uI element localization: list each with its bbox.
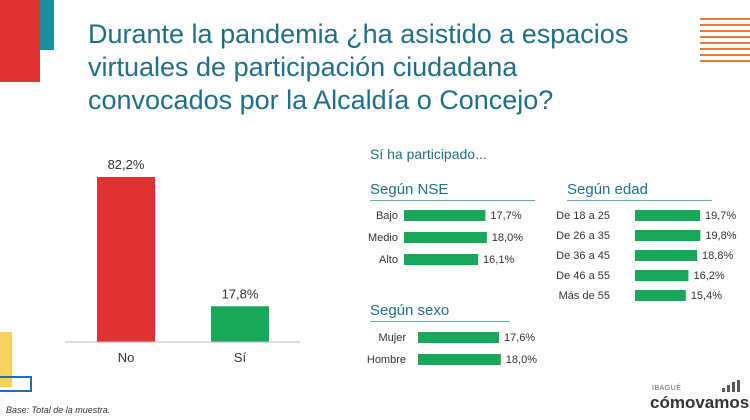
data-label: 18,8%	[702, 250, 733, 262]
bar	[635, 290, 686, 301]
orange-stripes-decoration	[700, 18, 750, 66]
chart-subtitle: Sí ha participado...	[370, 146, 487, 162]
bar	[404, 254, 479, 265]
bar	[404, 210, 486, 221]
data-label: 16,2%	[693, 270, 724, 282]
data-label: 17,8%	[222, 286, 259, 301]
category-label: De 26 a 35	[556, 230, 610, 242]
bar-sí	[211, 306, 269, 342]
category-label: De 46 a 55	[556, 270, 610, 282]
bar	[635, 230, 701, 241]
category-label: De 18 a 25	[556, 210, 610, 222]
data-label: 82,2%	[108, 157, 145, 172]
bar	[635, 270, 689, 281]
category-label: Sí	[234, 350, 247, 365]
page-title: Durante la pandemia ¿ha asistido a espac…	[88, 19, 629, 115]
data-label: 18,0%	[506, 354, 537, 366]
data-label: 17,7%	[490, 210, 521, 222]
bar	[635, 210, 701, 221]
category-label: No	[118, 350, 135, 365]
yellow-accent-block	[0, 332, 12, 387]
logo-bars-icon	[722, 380, 740, 392]
red-accent-block	[0, 0, 40, 82]
data-label: 19,8%	[705, 230, 736, 242]
bar	[404, 232, 487, 243]
bar	[635, 250, 698, 261]
section-title-sexo: Según sexo	[370, 302, 450, 319]
bar	[418, 332, 499, 343]
category-label: De 36 a 45	[556, 250, 610, 262]
sexo-bar-chart: Mujer 17,6% Hombre 18,0%	[367, 332, 537, 366]
category-label: Mujer	[378, 332, 406, 344]
edad-bar-chart: De 18 a 25 19,7% De 26 a 35 19,8% De 36 a 45…	[556, 210, 737, 302]
data-label: 17,6%	[504, 332, 535, 344]
logo-city-text: IBAGUÉ	[652, 385, 682, 392]
category-label: Bajo	[376, 210, 398, 222]
data-label: 16,1%	[483, 254, 514, 266]
bar	[418, 354, 501, 365]
section-title-nse: Según NSE	[370, 181, 449, 198]
section-divider	[370, 321, 510, 322]
nse-bar-chart: Bajo 17,7% Medio 18,0% Alto 16,1%	[368, 210, 523, 266]
category-label: Más de 55	[559, 290, 610, 302]
data-label: 18,0%	[492, 232, 523, 244]
section-title-edad: Según edad	[567, 181, 648, 198]
bar-no	[97, 177, 155, 342]
footnote: Base: Total de la muestra.	[6, 405, 111, 415]
data-label: 15,4%	[691, 290, 722, 302]
category-label: Hombre	[367, 354, 406, 366]
main-bar-chart: 82,2% No 17,8% Sí	[65, 157, 300, 365]
logo-brand-text: cómovamos	[650, 393, 750, 412]
section-divider	[370, 200, 535, 201]
section-divider	[567, 200, 712, 201]
category-label: Alto	[379, 254, 398, 266]
blue-outline-accent	[0, 376, 32, 392]
data-label: 19,7%	[705, 210, 736, 222]
category-label: Medio	[368, 232, 398, 244]
teal-accent-block	[40, 0, 54, 50]
